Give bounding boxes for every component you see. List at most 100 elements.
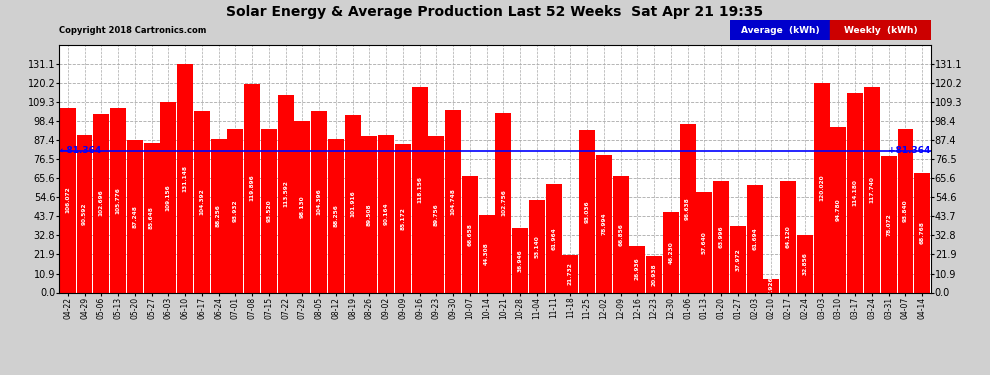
Text: 93.036: 93.036 [585,200,590,223]
Text: 85.648: 85.648 [149,206,154,229]
Bar [847,93,863,292]
Bar [713,181,730,292]
Text: 46.230: 46.230 [668,241,673,264]
Bar [630,246,645,292]
Bar [110,108,126,292]
Text: 85.172: 85.172 [400,207,405,230]
Text: 93.932: 93.932 [233,200,238,222]
Text: 26.936: 26.936 [635,258,640,280]
Text: 20.938: 20.938 [651,263,656,286]
Text: 113.592: 113.592 [283,180,288,207]
Text: 88.256: 88.256 [334,204,339,227]
Text: 96.638: 96.638 [685,197,690,220]
Bar [328,139,344,292]
Bar [898,129,914,292]
Text: 89.756: 89.756 [434,203,439,226]
Bar [361,136,377,292]
Bar [881,156,897,292]
Bar [462,176,478,292]
Bar [596,155,612,292]
Text: 102.696: 102.696 [99,190,104,216]
Text: 104.392: 104.392 [199,188,204,215]
Text: 114.180: 114.180 [852,180,857,206]
Bar [814,83,830,292]
Text: 101.916: 101.916 [350,190,355,217]
Bar [529,200,545,292]
Text: 64.120: 64.120 [786,225,791,248]
Bar [562,255,578,292]
Bar [579,130,595,292]
Text: 94.780: 94.780 [836,199,841,221]
Bar [864,87,880,292]
Text: 36.946: 36.946 [518,249,523,272]
Text: 93.840: 93.840 [903,200,908,222]
Text: +81.364: +81.364 [888,146,931,155]
Text: 61.694: 61.694 [752,227,757,250]
Text: 78.994: 78.994 [601,212,607,235]
Text: 7.926: 7.926 [769,276,774,295]
Text: 78.072: 78.072 [886,213,891,236]
Bar [311,111,327,292]
Text: 53.140: 53.140 [535,235,540,258]
Bar [294,122,310,292]
Bar [831,127,846,292]
Bar [545,184,561,292]
Text: 66.856: 66.856 [618,223,623,246]
Bar [277,94,294,292]
Bar [378,135,394,292]
Text: 87.248: 87.248 [133,205,138,228]
Text: 98.130: 98.130 [300,196,305,218]
Text: 37.972: 37.972 [736,248,741,271]
Text: 61.964: 61.964 [551,227,556,250]
Bar [59,108,76,292]
Bar [429,136,445,292]
Text: 90.592: 90.592 [82,202,87,225]
Text: 105.776: 105.776 [116,187,121,214]
Bar [646,256,662,292]
Title: Solar Energy & Average Production Last 52 Weeks  Sat Apr 21 19:35: Solar Energy & Average Production Last 5… [227,5,763,19]
Bar [915,172,931,292]
Text: 32.856: 32.856 [803,252,808,275]
Bar [495,113,512,292]
Text: 119.896: 119.896 [249,175,254,201]
Bar [746,185,762,292]
Text: 21.732: 21.732 [568,262,573,285]
Text: 57.640: 57.640 [702,231,707,254]
Bar [245,84,260,292]
Text: 68.768: 68.768 [920,221,925,244]
Text: 106.072: 106.072 [65,187,70,213]
Bar [696,192,713,292]
Text: 44.308: 44.308 [484,243,489,265]
Text: 104.748: 104.748 [450,188,455,214]
Bar [127,140,143,292]
Text: 104.396: 104.396 [317,188,322,215]
Bar [763,279,779,292]
Bar [144,143,159,292]
Bar [479,215,495,292]
Bar [345,115,360,292]
Bar [613,176,629,292]
Text: 131.148: 131.148 [182,165,187,192]
Bar [228,129,244,292]
Bar [730,226,745,292]
Text: 63.996: 63.996 [719,225,724,248]
Bar [797,235,813,292]
Text: 118.156: 118.156 [417,176,422,203]
Bar [512,228,528,292]
Text: 90.164: 90.164 [383,202,389,225]
Bar [261,129,277,292]
Text: 93.520: 93.520 [266,200,271,222]
Bar [177,64,193,292]
Text: 89.508: 89.508 [367,203,372,226]
Text: ←81.364: ←81.364 [59,146,102,155]
Bar [76,135,92,292]
Bar [780,181,796,292]
Bar [680,124,696,292]
Bar [395,144,411,292]
Bar [93,114,109,292]
Bar [446,110,461,292]
Text: 88.256: 88.256 [216,204,221,227]
Text: 102.756: 102.756 [501,189,506,216]
Text: 120.020: 120.020 [819,175,825,201]
Bar [663,212,679,292]
